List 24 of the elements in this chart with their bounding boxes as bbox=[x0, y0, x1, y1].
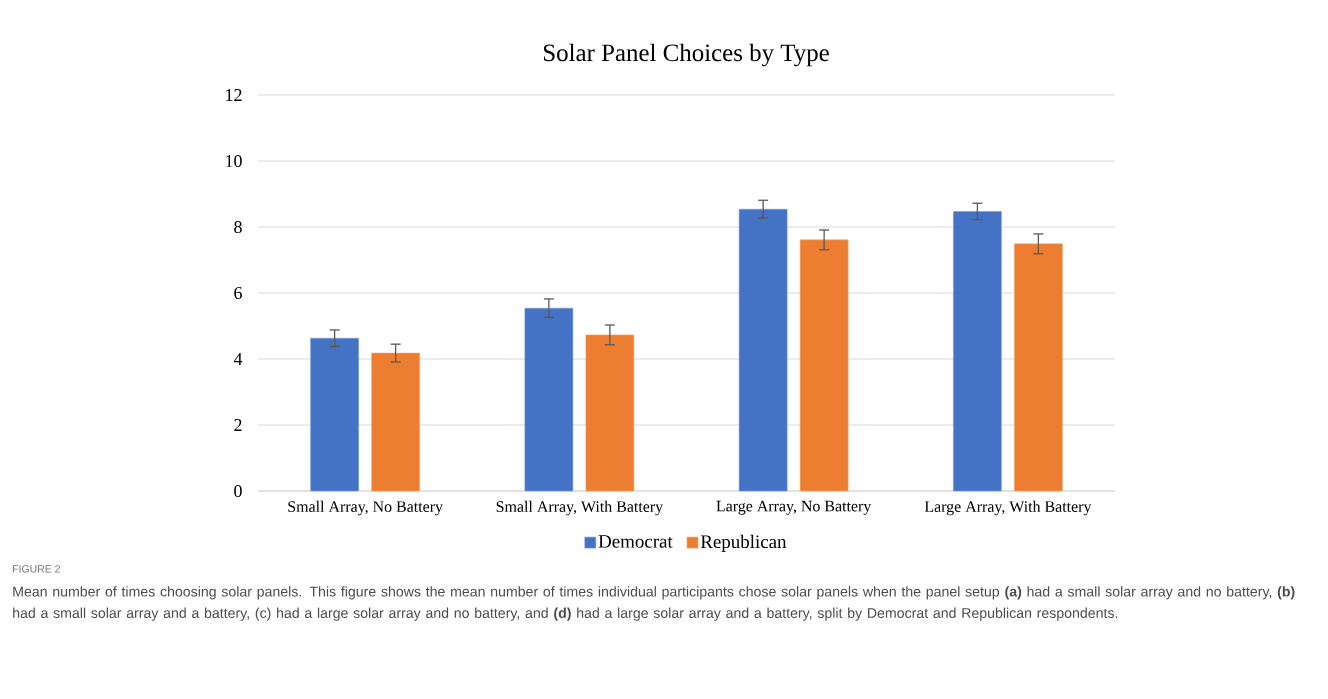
bar bbox=[585, 334, 635, 492]
bar bbox=[738, 208, 788, 492]
text: Mean number of times choosing solar panels. This figure shows the mean number of times individual participants chose solar panels when the panel setup (a) had a small solar array and no battery, (b) had a small solar array and a battery, (c) had a large solar array and no battery, and (d) had a large solar array and a battery, split by Democrat and Republican respondents. bbox=[13, 586, 1295, 621]
bar bbox=[524, 307, 574, 492]
y-tick-label: 8 bbox=[234, 220, 242, 234]
bar bbox=[310, 337, 359, 492]
x-tick-label: Small Array, No Battery bbox=[288, 500, 443, 516]
x-tick-label: Large Array, No Battery bbox=[716, 500, 872, 515]
bar bbox=[799, 239, 849, 492]
y-tick-label: 10 bbox=[226, 154, 242, 168]
y-tick-label: 2 bbox=[234, 419, 242, 431]
y-tick-label: 0 bbox=[234, 484, 242, 498]
y-tick-label: 6 bbox=[234, 286, 242, 300]
bar bbox=[1014, 243, 1063, 492]
x-tick-label: Small Array, With Battery bbox=[496, 500, 664, 516]
bar bbox=[953, 211, 1002, 492]
bar bbox=[371, 352, 420, 492]
chart-title: Solar Panel Choices by Type bbox=[543, 43, 829, 67]
y-tick-label: 4 bbox=[233, 353, 243, 365]
legend-label: Republican bbox=[700, 534, 787, 552]
legend-label: Democrat bbox=[598, 535, 673, 548]
caption: FIGURE 2 bbox=[13, 565, 60, 573]
x-tick-label: Large Array, With Battery bbox=[924, 500, 1092, 516]
y-tick-label: 12 bbox=[226, 89, 242, 101]
